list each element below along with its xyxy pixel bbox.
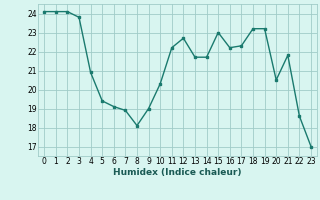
X-axis label: Humidex (Indice chaleur): Humidex (Indice chaleur) [113, 168, 242, 177]
